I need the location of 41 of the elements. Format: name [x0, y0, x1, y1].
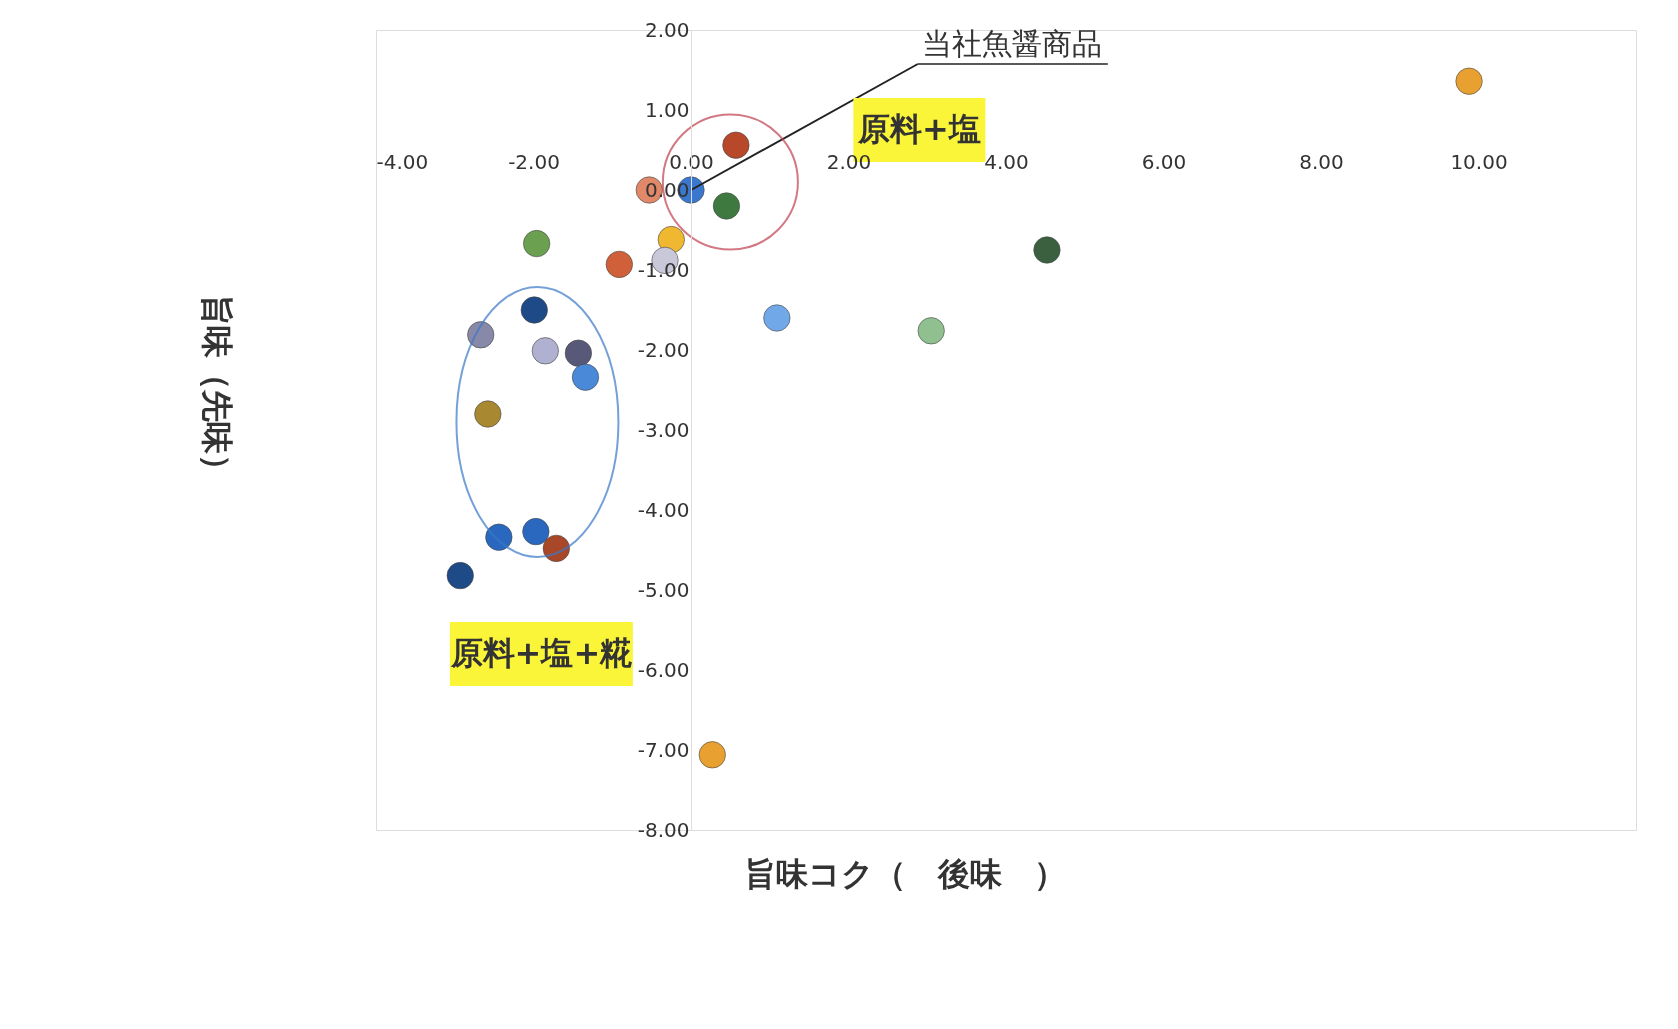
y-tick-label: -8.00 — [637, 817, 690, 842]
point — [564, 339, 592, 367]
y-tick-label: -6.00 — [637, 657, 690, 682]
x-tick-label: 6.00 — [1141, 149, 1187, 174]
y-tick-label: 2.00 — [644, 17, 690, 42]
point — [763, 304, 791, 332]
y-axis-title: 旨味（先味） — [198, 294, 236, 486]
x-tick-label: -2.00 — [508, 149, 560, 174]
point — [698, 741, 726, 769]
y-tick-label: -1.00 — [637, 257, 690, 282]
y-tick-label: -4.00 — [637, 497, 690, 522]
y-tick-label: -7.00 — [637, 737, 690, 762]
point — [1033, 236, 1061, 264]
point — [917, 317, 945, 345]
point — [571, 363, 599, 391]
y-tick-label: -5.00 — [637, 577, 690, 602]
x-tick-label: 10.00 — [1450, 149, 1508, 174]
x-tick-label: 4.00 — [984, 149, 1029, 174]
y-tick-label: -3.00 — [637, 417, 690, 442]
point — [542, 534, 570, 562]
point — [722, 131, 750, 159]
y-tick-label: 0.00 — [644, 177, 690, 202]
x-tick-label: 8.00 — [1299, 149, 1344, 174]
x-tick-label: -4.00 — [376, 149, 429, 174]
x-tick-label: 2.00 — [826, 149, 872, 174]
point — [531, 337, 559, 365]
point — [605, 250, 633, 278]
point — [474, 400, 502, 428]
point — [712, 192, 740, 220]
point — [1455, 67, 1483, 95]
point — [522, 518, 550, 546]
y-tick-label: 1.00 — [644, 97, 690, 122]
point — [467, 321, 495, 349]
point — [446, 562, 474, 590]
annotation: 原料+塩+糀 — [449, 634, 633, 672]
annotation: 当社魚醤商品 — [921, 26, 1102, 61]
annotation: 原料+塩 — [856, 110, 981, 148]
point — [523, 230, 551, 258]
x-axis-title: 旨味コク（ 後味 ） — [744, 855, 1067, 893]
point — [520, 296, 548, 324]
y-tick-label: -2.00 — [637, 337, 690, 362]
